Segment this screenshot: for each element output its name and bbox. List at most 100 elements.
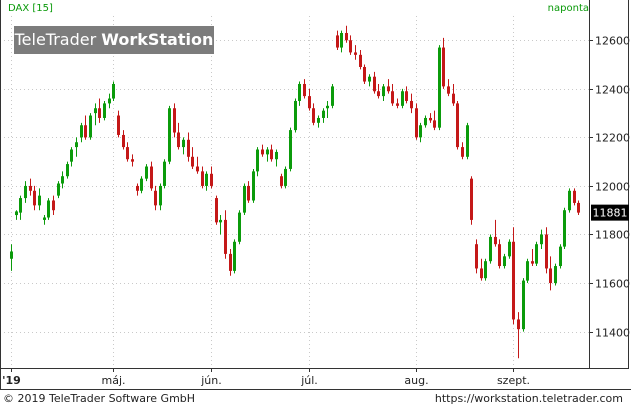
candle [61,171,64,189]
candle-body [247,185,250,201]
candle [354,45,357,60]
candle-body [298,83,301,101]
candle [410,93,413,114]
candle [294,98,297,133]
candle-body [382,86,385,97]
x-tick-label: júl. [300,374,318,387]
candle-body [452,93,455,104]
candle-body [442,47,445,87]
candle-body [66,164,69,177]
candle-body [461,147,464,157]
candle [559,244,562,269]
x-tick-label: máj. [101,374,125,387]
candle-body [545,234,548,269]
candle [545,227,548,274]
candle [466,122,469,160]
candle-body [396,103,399,106]
logo-brand: TeleTrader [14,30,97,49]
candle-body [475,244,478,269]
candle [229,249,232,276]
candle-body [256,149,259,172]
candle [456,100,459,150]
candle [29,178,32,196]
symbol-label: DAX [15] [8,3,53,14]
candle-body [368,76,371,82]
axes: 11400 11600 11800 12000 12200 12400 12600 '19 má… [0,0,631,390]
y-tick-label: 12000 [595,181,630,194]
candle [280,173,283,189]
candle [103,100,106,121]
candle-body [568,190,571,211]
candle-body [377,91,380,97]
candle-body [303,83,306,97]
candle-body [163,161,166,186]
candle [112,81,115,101]
candle-body [308,96,311,109]
candle [336,30,339,50]
candle [359,49,362,70]
candle [24,181,27,203]
candle [368,74,371,87]
candle [275,149,278,167]
candle-body [336,35,339,48]
candle-body [89,115,92,138]
candle [308,88,311,111]
candle-body [150,166,153,189]
last-price-box [591,204,629,221]
candle-body [136,185,139,191]
y-tick-label: 12600 [595,35,630,48]
candle-body [433,120,436,128]
candle [89,113,92,140]
candle-body [289,130,292,169]
period-label: naponta [547,3,589,14]
candle-body [331,86,334,106]
candle [373,71,376,94]
candle-body [387,86,390,92]
candle-body [540,234,543,245]
candle [391,83,394,106]
candle [387,79,390,94]
candle [177,122,180,150]
candle [140,176,143,194]
logo-product: WorkStation [101,30,214,49]
candle-body [224,219,227,254]
candle-body [168,108,171,162]
candle-body [424,117,427,126]
candle-body [322,110,325,118]
candle [122,130,125,150]
candle [80,122,83,143]
candle [256,147,259,177]
candle [247,181,250,203]
candle-body [140,178,143,191]
candle [219,215,222,235]
candle [326,100,329,118]
candle [549,256,552,291]
candle-body [252,171,255,201]
candle-body [215,198,218,223]
candle-body [229,253,232,271]
candle-body [401,91,404,106]
candle-body [80,125,83,138]
candle [494,219,497,247]
candle-body [354,52,357,55]
candle-body [261,149,264,155]
candle [461,142,464,160]
candle-body [526,261,529,281]
candle-body [177,132,180,148]
candle [150,161,153,191]
candle-body [219,219,222,223]
candle-body [94,108,97,114]
candle-body [24,185,27,199]
candle-body [340,32,343,48]
candle-body [363,66,366,82]
candle [52,195,55,216]
copyright-text: © 2019 TeleTrader Software GmbH [3,392,196,405]
candle-body [577,202,580,213]
candle-body [312,108,315,123]
candle [70,147,73,167]
candle [526,258,529,284]
candle [196,156,199,174]
candle [540,229,543,250]
candle [419,122,422,143]
candle [433,110,436,131]
